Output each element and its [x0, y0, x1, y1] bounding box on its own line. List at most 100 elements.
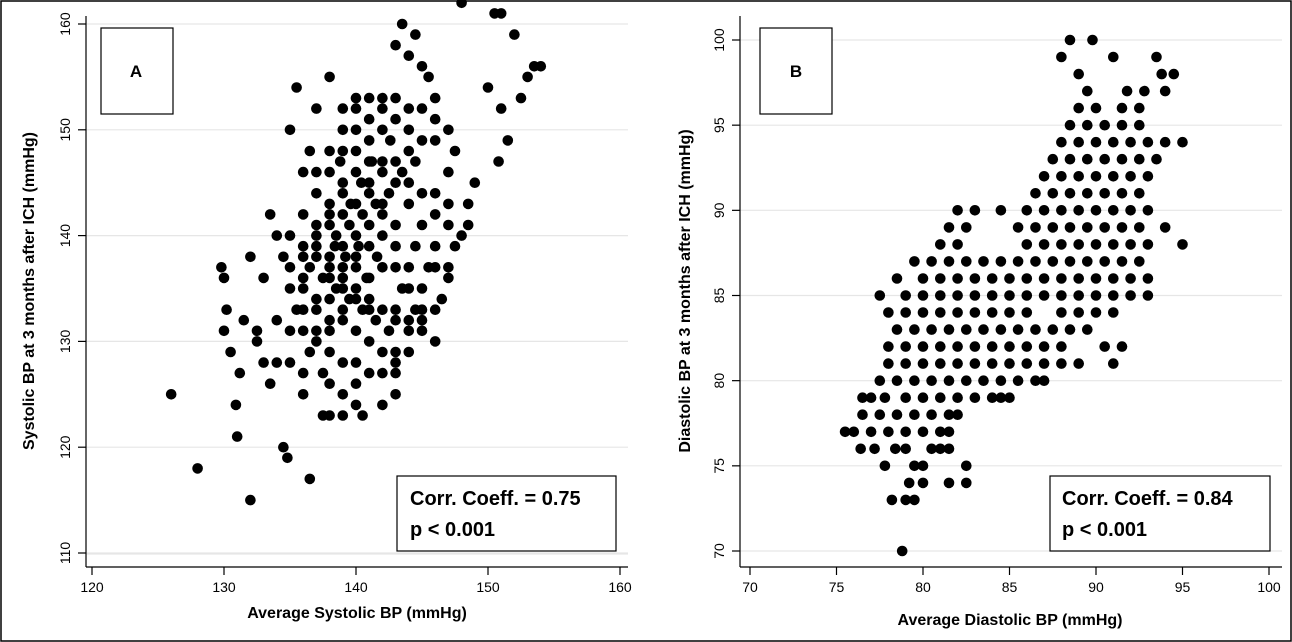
data-point [234, 367, 246, 379]
data-point [390, 177, 401, 188]
data-point [278, 251, 289, 263]
data-point [917, 392, 929, 404]
data-point [874, 409, 886, 421]
data-point [416, 135, 428, 146]
data-point [969, 273, 981, 284]
data-point [1168, 68, 1180, 80]
data-point [1142, 290, 1154, 301]
data-point [403, 177, 415, 188]
data-point [1099, 341, 1110, 352]
data-point [317, 367, 329, 379]
data-point [396, 166, 408, 178]
data-point [1142, 239, 1154, 250]
data-point [969, 307, 981, 318]
data-point [943, 477, 955, 489]
data-point [297, 325, 309, 337]
data-point [363, 92, 375, 104]
data-point [304, 262, 316, 273]
data-point [1156, 68, 1167, 80]
data-point [416, 103, 428, 114]
data-point [1090, 171, 1102, 182]
data-point [1142, 205, 1154, 216]
data-point [978, 375, 989, 387]
data-point [429, 209, 441, 220]
x-tick-label: 95 [1175, 579, 1191, 595]
data-point [857, 392, 868, 404]
x-tick-label: 160 [608, 579, 632, 595]
y-tick-label: 130 [57, 330, 73, 354]
data-point [357, 209, 368, 220]
panel-label-box [759, 27, 833, 115]
data-point [995, 324, 1007, 335]
data-point [410, 240, 421, 252]
data-point [978, 256, 989, 267]
data-point [1116, 222, 1128, 233]
data-point [390, 314, 401, 326]
data-point [403, 145, 415, 157]
data-point [1090, 273, 1102, 284]
data-point [952, 307, 963, 318]
data-point [1116, 341, 1128, 352]
data-point [961, 477, 972, 489]
data-point [443, 219, 454, 231]
data-point [995, 205, 1007, 216]
data-point [1116, 119, 1128, 131]
x-tick-label: 120 [80, 579, 104, 595]
data-point [1177, 136, 1188, 148]
data-point [900, 392, 911, 404]
data-point [935, 290, 946, 301]
data-point [1004, 290, 1015, 301]
data-point [1125, 273, 1136, 284]
data-point [943, 324, 955, 335]
data-point [363, 113, 375, 125]
data-point [377, 262, 388, 273]
data-point [330, 230, 342, 241]
data-point [363, 135, 375, 146]
data-point [1090, 136, 1102, 148]
data-point [297, 272, 309, 284]
data-point [515, 92, 527, 104]
y-tick-label: 90 [711, 202, 727, 218]
data-point [324, 325, 335, 337]
data-point [377, 230, 388, 241]
data-point [311, 230, 322, 241]
data-point [1030, 375, 1041, 387]
data-point [1116, 188, 1128, 199]
panel-a: 120 130 140 150 160 110 120 130 140 150 160 A Cor… [21, 0, 632, 622]
data-point [297, 209, 309, 220]
data-point [1099, 153, 1110, 165]
data-point [456, 0, 467, 9]
data-point [363, 240, 375, 252]
data-point [390, 39, 401, 51]
y-axis-title: Systolic BP at 3 months after ICH (mmHg) [21, 132, 38, 450]
data-point [1108, 136, 1119, 148]
data-point [986, 290, 998, 301]
data-point [522, 71, 533, 83]
data-point [1004, 307, 1015, 318]
data-point [225, 346, 236, 358]
data-point [377, 209, 388, 220]
data-point [377, 92, 388, 104]
data-point [429, 113, 441, 125]
data-point [403, 314, 415, 326]
data-point [1021, 358, 1033, 369]
data-point [995, 256, 1007, 267]
data-point [337, 145, 349, 157]
data-point [917, 460, 929, 472]
data-point [284, 124, 296, 136]
data-point [1038, 239, 1050, 250]
data-point [961, 324, 972, 335]
data-point [1142, 171, 1154, 182]
panel-label: A [130, 62, 142, 81]
data-point [297, 283, 309, 294]
data-point [1056, 136, 1067, 148]
data-point [943, 409, 955, 421]
data-point [361, 272, 372, 284]
data-point [986, 341, 998, 352]
data-point [350, 92, 362, 104]
data-point [1151, 153, 1162, 165]
data-point [383, 188, 395, 199]
data-point [416, 325, 428, 337]
data-point [943, 375, 955, 387]
